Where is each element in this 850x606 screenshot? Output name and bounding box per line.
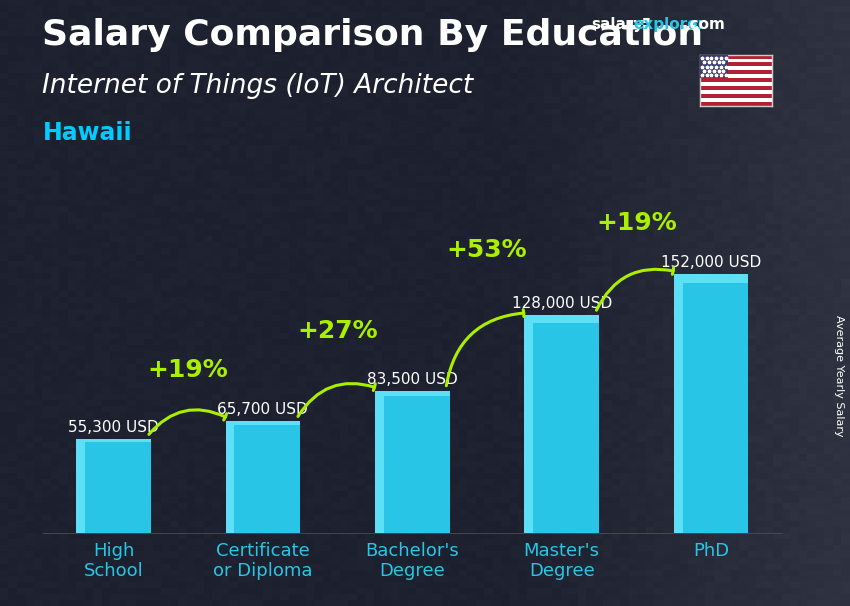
Bar xyxy=(700,55,728,78)
Bar xyxy=(700,90,772,94)
Bar xyxy=(76,439,150,442)
Bar xyxy=(700,59,772,62)
Text: salary: salary xyxy=(591,17,643,32)
Bar xyxy=(524,315,599,533)
Bar xyxy=(700,75,772,78)
Bar xyxy=(700,102,772,106)
Bar xyxy=(700,94,772,98)
Text: .com: .com xyxy=(684,17,725,32)
Text: explorer: explorer xyxy=(633,17,706,32)
Bar xyxy=(225,421,300,533)
Bar xyxy=(700,78,772,82)
Bar xyxy=(674,275,748,284)
Bar xyxy=(375,391,384,533)
Text: 65,700 USD: 65,700 USD xyxy=(218,402,309,417)
Bar xyxy=(674,275,748,533)
Text: 55,300 USD: 55,300 USD xyxy=(68,420,159,435)
Text: Average Yearly Salary: Average Yearly Salary xyxy=(834,315,844,436)
Text: +19%: +19% xyxy=(148,358,229,382)
Bar xyxy=(700,62,772,67)
Text: Salary Comparison By Education: Salary Comparison By Education xyxy=(42,18,704,52)
Bar xyxy=(375,391,450,396)
Bar xyxy=(700,98,772,102)
Text: +27%: +27% xyxy=(298,319,378,344)
Bar xyxy=(700,82,772,86)
Bar xyxy=(225,421,300,425)
Bar xyxy=(225,421,235,533)
Bar xyxy=(76,439,85,533)
Bar xyxy=(76,439,150,533)
Bar xyxy=(700,70,772,75)
Text: Hawaii: Hawaii xyxy=(42,121,132,145)
Bar xyxy=(700,55,772,59)
Bar xyxy=(375,391,450,533)
Bar xyxy=(674,275,683,533)
Bar xyxy=(524,315,533,533)
Text: 83,500 USD: 83,500 USD xyxy=(367,372,457,387)
Text: +19%: +19% xyxy=(596,211,677,235)
Bar xyxy=(524,315,599,323)
Text: Internet of Things (IoT) Architect: Internet of Things (IoT) Architect xyxy=(42,73,473,99)
Bar xyxy=(700,86,772,90)
Text: 128,000 USD: 128,000 USD xyxy=(512,296,612,311)
Bar xyxy=(700,67,772,70)
Text: +53%: +53% xyxy=(446,238,527,262)
Text: 152,000 USD: 152,000 USD xyxy=(661,255,761,270)
